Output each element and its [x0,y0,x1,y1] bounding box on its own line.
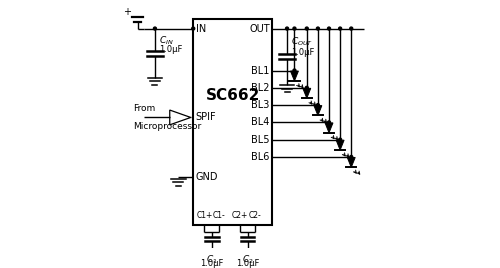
Circle shape [316,27,320,30]
Text: Microprocessor: Microprocessor [132,122,201,131]
Text: 1.0μF: 1.0μF [292,47,315,57]
Circle shape [338,138,342,141]
Text: From: From [132,103,155,113]
Circle shape [286,27,288,30]
Circle shape [328,27,330,30]
Circle shape [192,27,194,30]
Polygon shape [290,71,298,81]
Text: SC662: SC662 [206,88,260,103]
Text: 1.0μF: 1.0μF [159,45,182,54]
Circle shape [316,104,320,107]
Text: BL5: BL5 [252,135,270,145]
Text: $C_2$: $C_2$ [242,253,254,266]
Circle shape [338,27,342,30]
Circle shape [306,27,308,30]
Polygon shape [314,106,322,116]
Circle shape [328,121,330,124]
Text: SPIF: SPIF [196,113,216,122]
Circle shape [293,27,296,30]
Text: C1-: C1- [213,211,226,220]
Polygon shape [325,123,333,133]
Circle shape [306,86,308,89]
Polygon shape [303,88,310,98]
Text: BL1: BL1 [252,66,270,76]
Circle shape [154,27,156,30]
Text: OUT: OUT [249,24,270,34]
Polygon shape [348,158,355,167]
Circle shape [293,69,296,72]
Text: 1.0μF: 1.0μF [236,259,259,268]
Circle shape [350,27,352,30]
Text: $C_{IN}$: $C_{IN}$ [159,35,174,47]
Text: IN: IN [196,24,206,34]
Text: C2-: C2- [248,211,262,220]
Text: +: + [122,7,130,17]
Bar [193,19,272,225]
Text: GND: GND [196,172,218,182]
Text: $C_{OUT}$: $C_{OUT}$ [292,36,314,49]
Circle shape [350,155,352,158]
Text: C1+: C1+ [196,211,212,220]
Text: 1.0μF: 1.0μF [200,259,224,268]
Text: BL6: BL6 [252,152,270,162]
Text: BL2: BL2 [252,83,270,93]
Text: C2+: C2+ [232,211,248,220]
Polygon shape [336,140,344,150]
Text: BL3: BL3 [252,100,270,110]
Text: BL4: BL4 [252,117,270,127]
Text: $C_1$: $C_1$ [206,253,218,266]
